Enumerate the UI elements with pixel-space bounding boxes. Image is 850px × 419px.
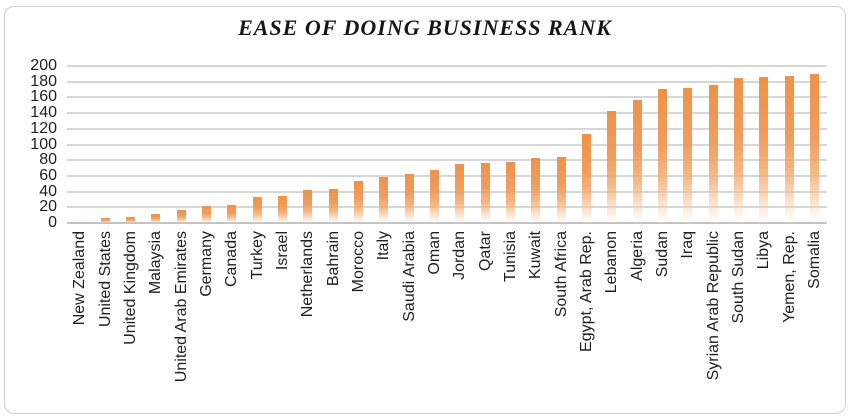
bar	[176, 210, 186, 223]
bar	[227, 204, 237, 223]
gridline	[67, 112, 827, 115]
x-axis-label: Libya	[755, 231, 773, 270]
chart-frame-border	[4, 6, 846, 414]
bar	[303, 190, 313, 223]
bar	[75, 222, 85, 223]
gridline	[67, 80, 827, 83]
x-axis-label: Israel	[273, 231, 291, 271]
x-axis-label: Turkey	[248, 231, 266, 280]
bar	[733, 77, 743, 223]
gridline	[67, 65, 827, 67]
gridline	[67, 190, 827, 193]
x-axis-label: Sudan	[653, 231, 671, 278]
x-axis-label: Bahrain	[324, 231, 342, 287]
x-axis-label: United Kingdom	[121, 231, 139, 345]
bar	[100, 218, 110, 223]
chart-title: EASE OF DOING BUSINESS RANK	[238, 15, 612, 40]
y-tick-label: 80	[39, 151, 57, 169]
bar	[353, 181, 363, 223]
gridline	[67, 174, 827, 177]
bar	[151, 213, 161, 223]
gridline	[67, 143, 827, 146]
y-tick-label: 180	[30, 72, 57, 90]
bar	[201, 205, 211, 223]
x-axis-label: Lebanon	[603, 231, 621, 294]
y-tick-label: 160	[30, 88, 57, 106]
bar	[784, 76, 794, 223]
bar	[657, 88, 667, 223]
y-tick-label: 20	[39, 198, 57, 216]
y-tick-label: 120	[30, 119, 57, 137]
x-axis-label: Italy	[375, 231, 393, 261]
bar	[404, 174, 414, 223]
x-axis-label: Syrian Arab Republic	[704, 231, 722, 381]
x-axis-label: Tunisia	[501, 231, 519, 282]
x-axis-label: Canada	[223, 231, 241, 288]
bar	[429, 169, 439, 223]
x-axis-label: Malaysia	[147, 231, 165, 295]
x-axis-label: United Arab Emirates	[172, 231, 190, 383]
bar	[531, 157, 541, 223]
x-axis-label: Qatar	[476, 231, 494, 272]
x-axis-label: Netherlands	[299, 231, 317, 318]
x-axis-line	[67, 222, 827, 224]
plot-area	[67, 65, 827, 224]
bar	[607, 110, 617, 223]
x-axis-label: Kuwait	[527, 231, 545, 280]
gridline	[67, 206, 827, 209]
bar	[328, 189, 338, 223]
x-axis-label: Morocco	[349, 231, 367, 293]
x-axis-label: South Sudan	[729, 231, 747, 324]
x-axis-label: Somalia	[805, 231, 823, 289]
bar	[455, 164, 465, 223]
bar	[379, 177, 389, 223]
y-axis-tick-labels: 0 20 40 60 80 100 120 140 160 180 200	[0, 57, 57, 231]
bar	[759, 77, 769, 223]
x-axis-label: Saudi Arabia	[400, 231, 418, 322]
x-axis-label: Egypt, Arab Rep.	[577, 231, 595, 352]
bar	[632, 99, 642, 223]
bar	[505, 161, 515, 223]
y-tick-label: 140	[30, 104, 57, 122]
bar	[277, 195, 287, 223]
bar	[708, 84, 718, 223]
x-axis-label: South Africa	[552, 231, 570, 318]
x-axis-label: Algeria	[628, 231, 646, 281]
bar	[480, 162, 490, 223]
bar	[809, 73, 819, 223]
bar	[252, 197, 262, 223]
x-axis-label: Oman	[425, 231, 443, 275]
y-tick-label: 100	[30, 135, 57, 153]
x-axis-label: New Zealand	[71, 231, 89, 326]
bar	[556, 157, 566, 223]
y-tick-label: 200	[30, 57, 57, 74]
bar	[683, 87, 693, 223]
bar	[581, 133, 591, 223]
gridline	[67, 159, 827, 162]
x-axis-label: Yemen, Rep.	[780, 231, 798, 323]
x-axis-label: Jordan	[451, 231, 469, 280]
y-tick-label: 0	[48, 214, 57, 231]
y-tick-label: 60	[39, 166, 57, 184]
y-tick-label: 40	[39, 182, 57, 200]
x-axis-label: Germany	[197, 231, 215, 297]
gridline	[67, 127, 827, 130]
gridline	[67, 96, 827, 99]
x-axis-label: United States	[96, 231, 114, 328]
x-axis-label: Iraq	[679, 231, 697, 259]
bar	[125, 216, 135, 223]
